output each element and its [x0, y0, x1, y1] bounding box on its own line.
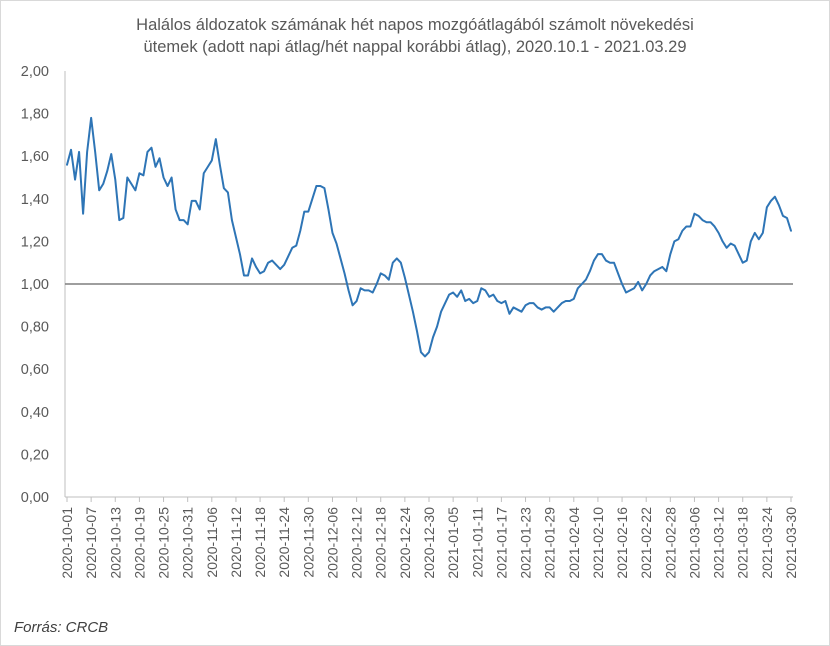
x-axis: 2020-10-01 2020-10-07 2020-10-13 2020-10-19…	[59, 496, 799, 579]
y-tick-label: 0,80	[21, 320, 49, 336]
y-axis: 0,00 0,20 0,40 0,60 0,80 1,00 1,20 1,40 1,60 1,80…	[21, 64, 66, 506]
x-tick-label: 2020-10-19	[131, 507, 147, 579]
y-tick-label: 1,40	[21, 192, 49, 208]
source-note: Forrás: CRCB	[14, 619, 109, 636]
chart-title: Halálos áldozatok számának hét napos moz…	[0, 14, 830, 58]
series-line	[66, 116, 792, 358]
y-tick-label: 1,60	[21, 149, 49, 165]
x-tick-label: 2021-01-17	[493, 507, 509, 579]
x-tick-label: 2021-01-11	[469, 507, 485, 578]
x-tick-label: 2020-10-31	[180, 507, 196, 579]
series-group	[66, 116, 792, 358]
x-tick-label: 2020-11-12	[228, 507, 244, 578]
x-tick-label: 2020-12-24	[397, 507, 413, 579]
y-tick-label: 0,60	[21, 362, 49, 378]
x-tick-label: 2020-11-30	[300, 507, 316, 578]
x-tick-label: 2020-10-13	[107, 507, 123, 579]
x-tick-label: 2021-03-12	[711, 507, 727, 579]
x-tick-label: 2021-02-22	[638, 507, 654, 579]
x-tick-label: 2021-02-28	[662, 507, 678, 579]
y-tick-label: 0,20	[21, 447, 49, 463]
y-tick-label: 0,00	[21, 490, 49, 506]
chart-title-line-1: Halálos áldozatok számának hét napos moz…	[136, 16, 694, 34]
x-tick-label: 2021-03-24	[759, 507, 775, 579]
x-tick-label: 2021-03-18	[735, 507, 751, 579]
x-tick-label: 2021-03-30	[783, 507, 799, 579]
y-tick-label: 1,80	[21, 107, 49, 123]
x-tick-label: 2020-10-07	[83, 507, 99, 579]
x-tick-label: 2021-01-05	[445, 507, 461, 579]
x-tick-label: 2020-12-30	[421, 507, 437, 579]
y-tick-label: 2,00	[21, 64, 49, 80]
x-tick-label: 2021-02-04	[566, 507, 582, 579]
chart-title-line-2: ütemek (adott napi átlag/hét nappal korá…	[143, 38, 687, 56]
x-tick-label: 2021-02-10	[590, 507, 606, 579]
x-tick-label: 2020-10-01	[59, 507, 75, 579]
y-tick-label: 1,00	[21, 277, 49, 293]
x-tick-label: 2021-02-16	[614, 507, 630, 579]
x-tick-label: 2020-11-18	[252, 507, 268, 578]
x-tick-label: 2020-12-18	[373, 507, 389, 579]
x-tick-label: 2020-10-25	[156, 507, 172, 579]
x-tick-label: 2020-12-06	[324, 507, 340, 579]
x-tick-label: 2020-11-24	[276, 507, 292, 578]
y-tick-label: 1,20	[21, 234, 49, 250]
x-tick-label: 2021-01-29	[542, 507, 558, 579]
x-tick-label: 2021-01-23	[518, 507, 534, 579]
x-tick-label: 2020-11-06	[204, 507, 220, 578]
x-tick-label: 2021-03-06	[686, 507, 702, 579]
y-tick-label: 0,40	[21, 405, 49, 421]
x-tick-label: 2020-12-12	[349, 507, 365, 579]
